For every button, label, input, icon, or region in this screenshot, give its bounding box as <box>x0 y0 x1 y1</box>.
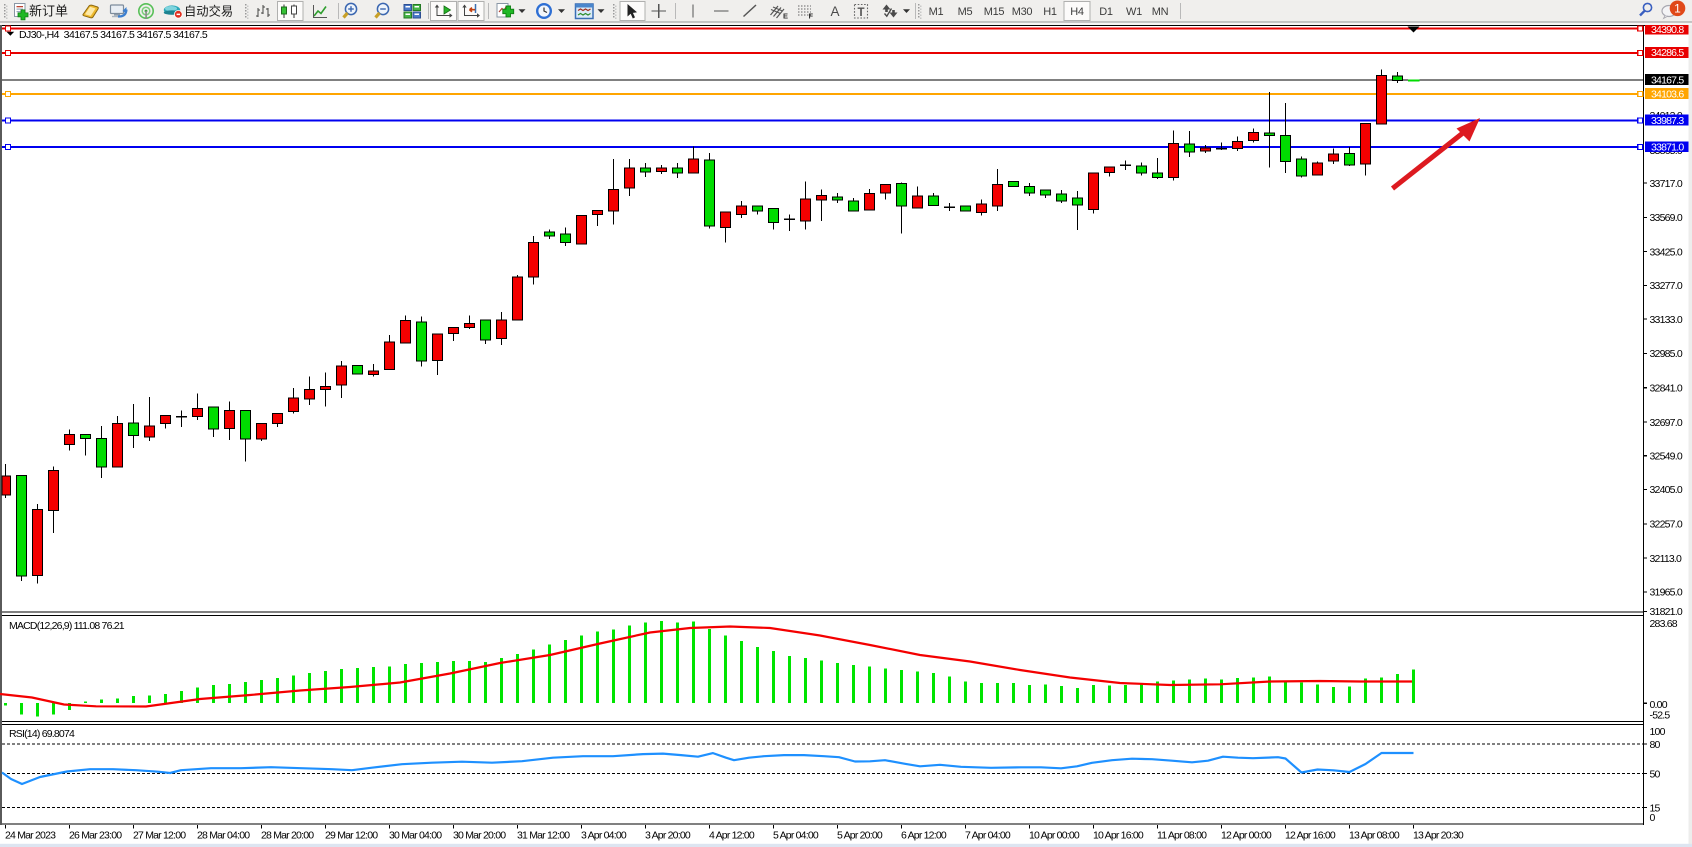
svg-text:24 Mar 2023: 24 Mar 2023 <box>5 830 56 842</box>
svg-text:5 Apr 20:00: 5 Apr 20:00 <box>837 830 883 842</box>
svg-text:30 Mar 04:00: 30 Mar 04:00 <box>389 830 442 842</box>
svg-text:32405.0: 32405.0 <box>1650 484 1683 496</box>
svg-text:12 Apr 00:00: 12 Apr 00:00 <box>1221 830 1272 842</box>
svg-text:MN: MN <box>1152 6 1169 18</box>
svg-text:T: T <box>858 7 865 19</box>
svg-text:自动交易: 自动交易 <box>184 4 233 19</box>
svg-text:H1: H1 <box>1043 6 1057 18</box>
svg-text:33133.0: 33133.0 <box>1650 314 1683 326</box>
svg-text:31965.0: 31965.0 <box>1650 587 1683 599</box>
svg-text:M15: M15 <box>984 6 1005 18</box>
svg-text:50: 50 <box>1650 769 1661 781</box>
svg-text:31 Mar 12:00: 31 Mar 12:00 <box>517 830 570 842</box>
svg-text:0.00: 0.00 <box>1650 699 1668 711</box>
svg-text:80: 80 <box>1650 739 1661 751</box>
svg-text:32257.0: 32257.0 <box>1650 519 1683 531</box>
svg-text:32841.0: 32841.0 <box>1650 383 1683 395</box>
svg-text:33717.0: 33717.0 <box>1650 178 1683 190</box>
svg-text:33569.0: 33569.0 <box>1650 212 1683 224</box>
svg-text:28 Mar 20:00: 28 Mar 20:00 <box>261 830 314 842</box>
svg-text:32985.0: 32985.0 <box>1650 348 1683 360</box>
svg-text:33871.0: 33871.0 <box>1651 142 1684 154</box>
svg-text:33987.3: 33987.3 <box>1651 115 1684 127</box>
svg-text:4 Apr 12:00: 4 Apr 12:00 <box>709 830 755 842</box>
svg-text:27 Mar 12:00: 27 Mar 12:00 <box>133 830 186 842</box>
svg-text:34390.8: 34390.8 <box>1651 24 1684 36</box>
svg-text:3 Apr 04:00: 3 Apr 04:00 <box>581 830 627 842</box>
svg-text:MACD(12,26,9) 111.08 76.21: MACD(12,26,9) 111.08 76.21 <box>9 620 125 632</box>
svg-text:F: F <box>809 12 814 21</box>
svg-text:12 Apr 16:00: 12 Apr 16:00 <box>1285 830 1336 842</box>
svg-text:5 Apr 04:00: 5 Apr 04:00 <box>773 830 819 842</box>
svg-text:100: 100 <box>1650 726 1666 738</box>
svg-text:W1: W1 <box>1126 6 1142 18</box>
svg-text:34286.5: 34286.5 <box>1651 47 1684 59</box>
svg-text:30 Mar 20:00: 30 Mar 20:00 <box>453 830 506 842</box>
svg-text:31821.0: 31821.0 <box>1650 606 1683 618</box>
svg-text:DJ30-,H4 34167.5 34167.5 3416: DJ30-,H4 34167.5 34167.5 34167.5 34167.5 <box>19 29 208 41</box>
svg-text:M1: M1 <box>929 6 944 18</box>
svg-text:6 Apr 12:00: 6 Apr 12:00 <box>901 830 947 842</box>
svg-text:28 Mar 04:00: 28 Mar 04:00 <box>197 830 250 842</box>
svg-text:E: E <box>783 12 788 21</box>
svg-text:3 Apr 20:00: 3 Apr 20:00 <box>645 830 691 842</box>
svg-text:D1: D1 <box>1099 6 1113 18</box>
svg-text:32697.0: 32697.0 <box>1650 417 1683 429</box>
svg-text:M5: M5 <box>958 6 973 18</box>
svg-text:29 Mar 12:00: 29 Mar 12:00 <box>325 830 378 842</box>
svg-text:283.68: 283.68 <box>1650 618 1678 630</box>
svg-text:33425.0: 33425.0 <box>1650 246 1683 258</box>
svg-text:H4: H4 <box>1070 6 1084 18</box>
svg-text:33277.0: 33277.0 <box>1650 280 1683 292</box>
svg-text:M30: M30 <box>1012 6 1033 18</box>
svg-text:32549.0: 32549.0 <box>1650 451 1683 463</box>
svg-text:10 Apr 00:00: 10 Apr 00:00 <box>1029 830 1080 842</box>
svg-text:10 Apr 16:00: 10 Apr 16:00 <box>1093 830 1144 842</box>
svg-text:7 Apr 04:00: 7 Apr 04:00 <box>965 830 1011 842</box>
svg-text:A: A <box>831 4 840 19</box>
svg-text:RSI(14) 69.8074: RSI(14) 69.8074 <box>9 728 75 740</box>
svg-text:34103.6: 34103.6 <box>1651 88 1684 100</box>
svg-text:-52.5: -52.5 <box>1650 710 1671 722</box>
svg-text:15: 15 <box>1650 803 1661 815</box>
svg-text:26 Mar 23:00: 26 Mar 23:00 <box>69 830 122 842</box>
svg-text:0: 0 <box>1650 812 1656 824</box>
svg-text:11 Apr 08:00: 11 Apr 08:00 <box>1157 830 1207 842</box>
svg-text:32113.0: 32113.0 <box>1650 553 1683 565</box>
svg-text:1: 1 <box>1674 2 1681 16</box>
svg-text:新订单: 新订单 <box>29 4 68 19</box>
svg-text:34167.5: 34167.5 <box>1651 74 1684 86</box>
svg-text:13 Apr 20:30: 13 Apr 20:30 <box>1413 830 1464 842</box>
svg-text:13 Apr 08:00: 13 Apr 08:00 <box>1349 830 1400 842</box>
